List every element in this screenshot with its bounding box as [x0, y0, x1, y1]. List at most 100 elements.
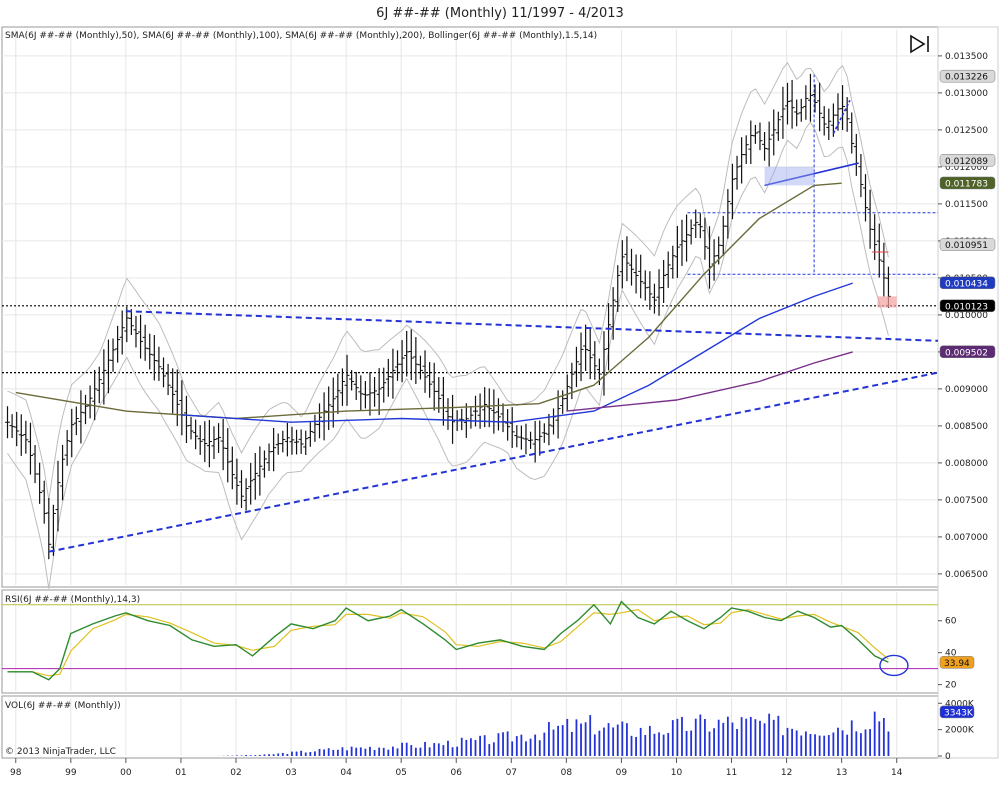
volume-bar — [865, 729, 867, 756]
volume-bar — [406, 743, 408, 756]
x-tick-label: 07 — [506, 768, 517, 778]
rsi-badge-text: 33.94 — [944, 659, 970, 669]
volume-bar — [470, 738, 472, 756]
volume-bar — [686, 731, 688, 756]
volume-bar — [764, 723, 766, 756]
volume-bar — [360, 747, 362, 756]
price-panel-frame — [2, 27, 938, 587]
price-badge-text: 0.013226 — [945, 73, 988, 83]
volume-bar — [718, 720, 720, 756]
volume-bar — [754, 719, 756, 756]
volume-bar — [314, 751, 316, 756]
rsi-panel-frame — [2, 590, 938, 693]
volume-bar — [855, 731, 857, 756]
volume-bar — [810, 734, 812, 756]
price-badge-text: 0.010951 — [945, 241, 988, 251]
volume-bar — [883, 718, 885, 756]
volume-bar — [654, 734, 656, 756]
y-tick-label: 0.007000 — [945, 533, 988, 543]
volume-bar — [557, 726, 559, 756]
volume-bar — [832, 732, 834, 756]
volume-bar — [479, 736, 481, 756]
volume-bar — [351, 747, 353, 756]
volume-bar — [250, 755, 252, 756]
volume-bar — [511, 741, 513, 756]
volume-bar — [309, 752, 311, 756]
volume-bar — [787, 728, 789, 756]
volume-bar — [594, 734, 596, 756]
price-badge-text: 0.009502 — [945, 348, 988, 358]
volume-bar — [888, 731, 890, 756]
volume-bar — [736, 729, 738, 756]
volume-bar — [704, 719, 706, 756]
volume-bar — [305, 753, 307, 756]
volume-bar — [800, 736, 802, 756]
chart-title: 6J ##-## (Monthly) 11/1997 - 4/2013 — [376, 6, 624, 21]
volume-bar — [571, 732, 573, 756]
volume-bar — [493, 742, 495, 756]
volume-bar — [750, 717, 752, 756]
volume-bar — [346, 750, 348, 756]
volume-bar — [530, 739, 532, 756]
volume-bar — [667, 733, 669, 756]
x-tick-label: 09 — [616, 768, 628, 778]
volume-bar — [658, 732, 660, 756]
volume-bar — [585, 722, 587, 756]
volume-bar — [465, 740, 467, 756]
volume-bar — [415, 748, 417, 756]
y-tick-label: 0.006500 — [945, 570, 988, 580]
volume-bar — [805, 731, 807, 756]
x-tick-label: 02 — [230, 768, 241, 778]
volume-bar — [773, 720, 775, 756]
volume-bar — [860, 733, 862, 756]
volume-bar — [759, 721, 761, 756]
neckline-zone — [765, 167, 815, 186]
y-tick-label: 0.011500 — [945, 200, 988, 210]
volume-bar — [488, 744, 490, 756]
volume-bar — [378, 748, 380, 756]
x-tick-label: 08 — [561, 768, 573, 778]
volume-bar — [819, 736, 821, 756]
volume-bar — [846, 735, 848, 756]
volume-bar — [617, 725, 619, 756]
rsi-label: RSI(6J ##-## (Monthly),14,3) — [5, 595, 140, 605]
volume-bar — [498, 733, 500, 756]
volume-bar — [525, 741, 527, 756]
volume-bar — [649, 726, 651, 756]
price-badge-text: 0.010123 — [945, 302, 988, 312]
x-tick-label: 14 — [891, 768, 903, 778]
volume-bar — [539, 740, 541, 756]
volume-bar — [282, 753, 284, 756]
x-tick-label: 03 — [285, 768, 296, 778]
volume-bar — [433, 743, 435, 756]
volume-bar — [319, 749, 321, 756]
volume-bar — [442, 745, 444, 756]
y-tick-label: 0.010000 — [945, 311, 988, 321]
volume-bar — [672, 720, 674, 756]
volume-bar — [245, 755, 247, 756]
rsi-tick-label: 60 — [945, 617, 957, 627]
volume-bar — [387, 750, 389, 756]
volume-bar — [429, 747, 431, 756]
volume-bar — [410, 745, 412, 756]
volume-bar — [502, 732, 504, 756]
volume-bar — [589, 715, 591, 756]
volume-bar — [777, 716, 779, 756]
volume-bar — [296, 752, 298, 756]
volume-badge-text: 3343K — [944, 708, 974, 718]
volume-bar — [676, 719, 678, 756]
volume-bar — [236, 755, 238, 756]
volume-bar — [709, 732, 711, 756]
y-tick-label: 0.013000 — [945, 89, 988, 99]
y-tick-label: 0.007500 — [945, 496, 988, 506]
y-tick-label: 0.008000 — [945, 459, 988, 469]
volume-bar — [878, 721, 880, 756]
volume-bar — [507, 731, 509, 756]
volume-bar — [364, 749, 366, 756]
volume-bar — [424, 742, 426, 756]
volume-bar — [475, 740, 477, 756]
x-tick-label: 05 — [395, 768, 406, 778]
price-badge-text: 0.011783 — [945, 179, 988, 189]
